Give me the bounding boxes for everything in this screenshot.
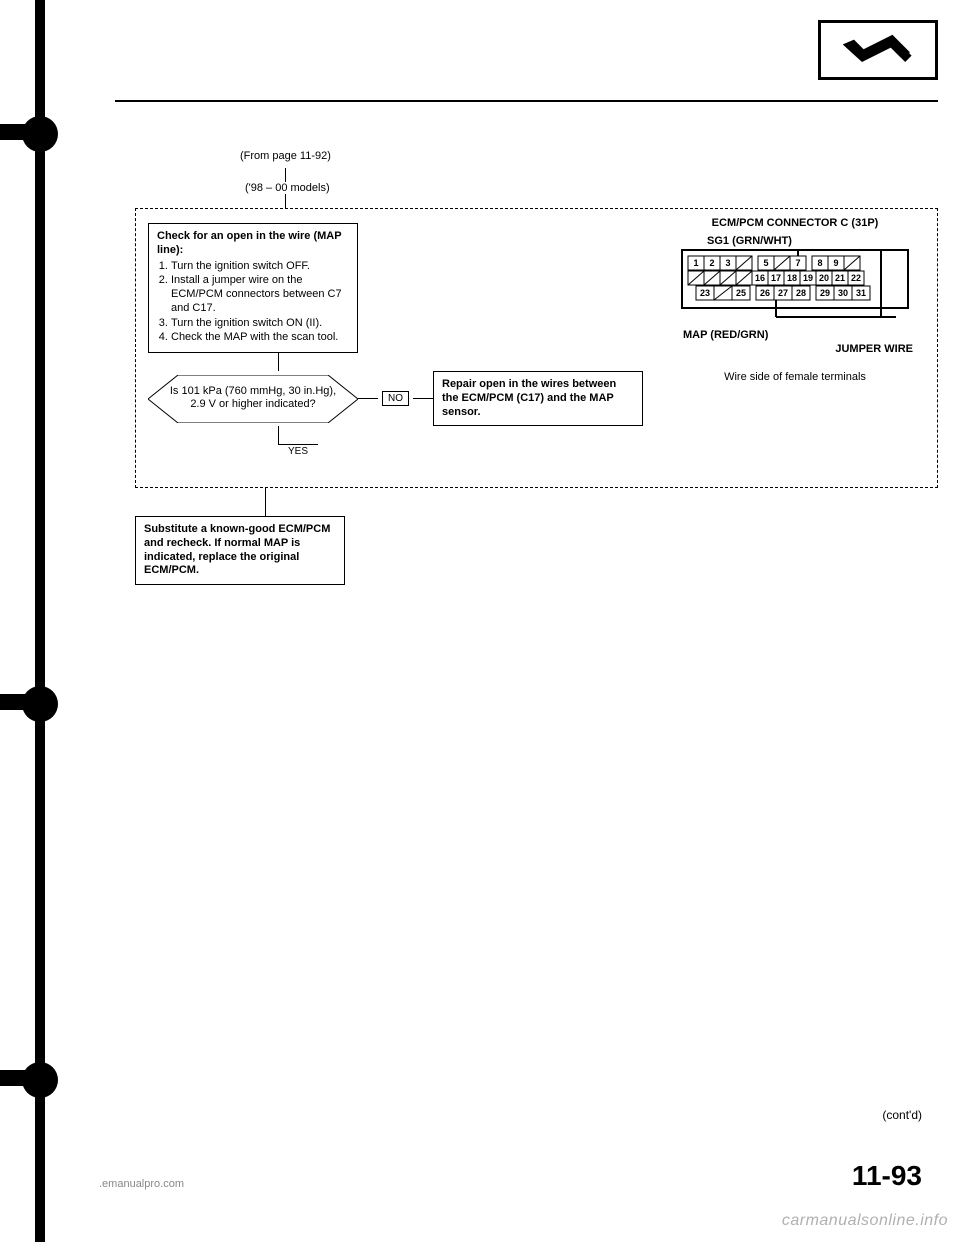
svg-text:25: 25 — [736, 288, 746, 298]
connector-title: ECM/PCM CONNECTOR C (31P) — [665, 217, 925, 229]
svg-text:20: 20 — [819, 273, 829, 283]
top-rule — [115, 100, 938, 102]
svg-text:26: 26 — [760, 288, 770, 298]
from-page-label: (From page 11-92) — [240, 150, 938, 162]
substitute-box: Substitute a known-good ECM/PCM and rech… — [135, 516, 345, 585]
svg-text:18: 18 — [787, 273, 797, 283]
jumper-wire-label: JUMPER WIRE — [665, 343, 913, 355]
svg-text:9: 9 — [833, 258, 838, 268]
svg-text:8: 8 — [817, 258, 822, 268]
connector-pinout: 1 2 3 5 7 8 9 — [681, 249, 909, 327]
map-label: MAP (RED/GRN) — [683, 329, 925, 341]
check-step: Turn the ignition switch OFF. — [171, 260, 349, 274]
svg-text:5: 5 — [763, 258, 768, 268]
svg-text:31: 31 — [856, 288, 866, 298]
contd-label: (cont'd) — [882, 1108, 922, 1122]
decision-text: Is 101 kPa (760 mmHg, 30 in.Hg), 2.9 V o… — [166, 385, 340, 411]
sg1-label: SG1 (GRN/WHT) — [707, 235, 925, 247]
decision-diamond: Is 101 kPa (760 mmHg, 30 in.Hg), 2.9 V o… — [148, 375, 358, 423]
svg-text:3: 3 — [725, 258, 730, 268]
svg-text:30: 30 — [838, 288, 848, 298]
svg-text:27: 27 — [778, 288, 788, 298]
connector-diagram: ECM/PCM CONNECTOR C (31P) SG1 (GRN/WHT) … — [665, 217, 925, 383]
footer-left: .emanualpro.com — [99, 1178, 184, 1190]
svg-text:7: 7 — [795, 258, 800, 268]
wire-side-label: Wire side of female terminals — [665, 371, 925, 383]
check-title: Check for an open in the wire (MAP line)… — [157, 230, 341, 256]
svg-text:17: 17 — [771, 273, 781, 283]
check-step: Install a jumper wire on the ECM/PCM con… — [171, 274, 349, 315]
no-label: NO — [382, 391, 409, 406]
svg-text:28: 28 — [796, 288, 806, 298]
model-group-box: ECM/PCM CONNECTOR C (31P) SG1 (GRN/WHT) … — [135, 208, 938, 488]
page-number: 11-93 — [852, 1160, 922, 1192]
watermark: carmanualsonline.info — [782, 1212, 948, 1230]
tool-icon — [818, 20, 938, 80]
models-label: ('98 – 00 models) — [245, 182, 938, 194]
yes-label: YES — [278, 444, 318, 457]
svg-text:23: 23 — [700, 288, 710, 298]
svg-text:16: 16 — [755, 273, 765, 283]
check-step: Turn the ignition switch ON (II). — [171, 317, 349, 331]
svg-text:19: 19 — [803, 273, 813, 283]
repair-box: Repair open in the wires between the ECM… — [433, 371, 643, 426]
svg-text:22: 22 — [851, 273, 861, 283]
svg-text:2: 2 — [709, 258, 714, 268]
svg-text:29: 29 — [820, 288, 830, 298]
svg-text:21: 21 — [835, 273, 845, 283]
check-step: Check the MAP with the scan tool. — [171, 331, 349, 345]
svg-text:1: 1 — [693, 258, 698, 268]
check-step-box: Check for an open in the wire (MAP line)… — [148, 223, 358, 353]
